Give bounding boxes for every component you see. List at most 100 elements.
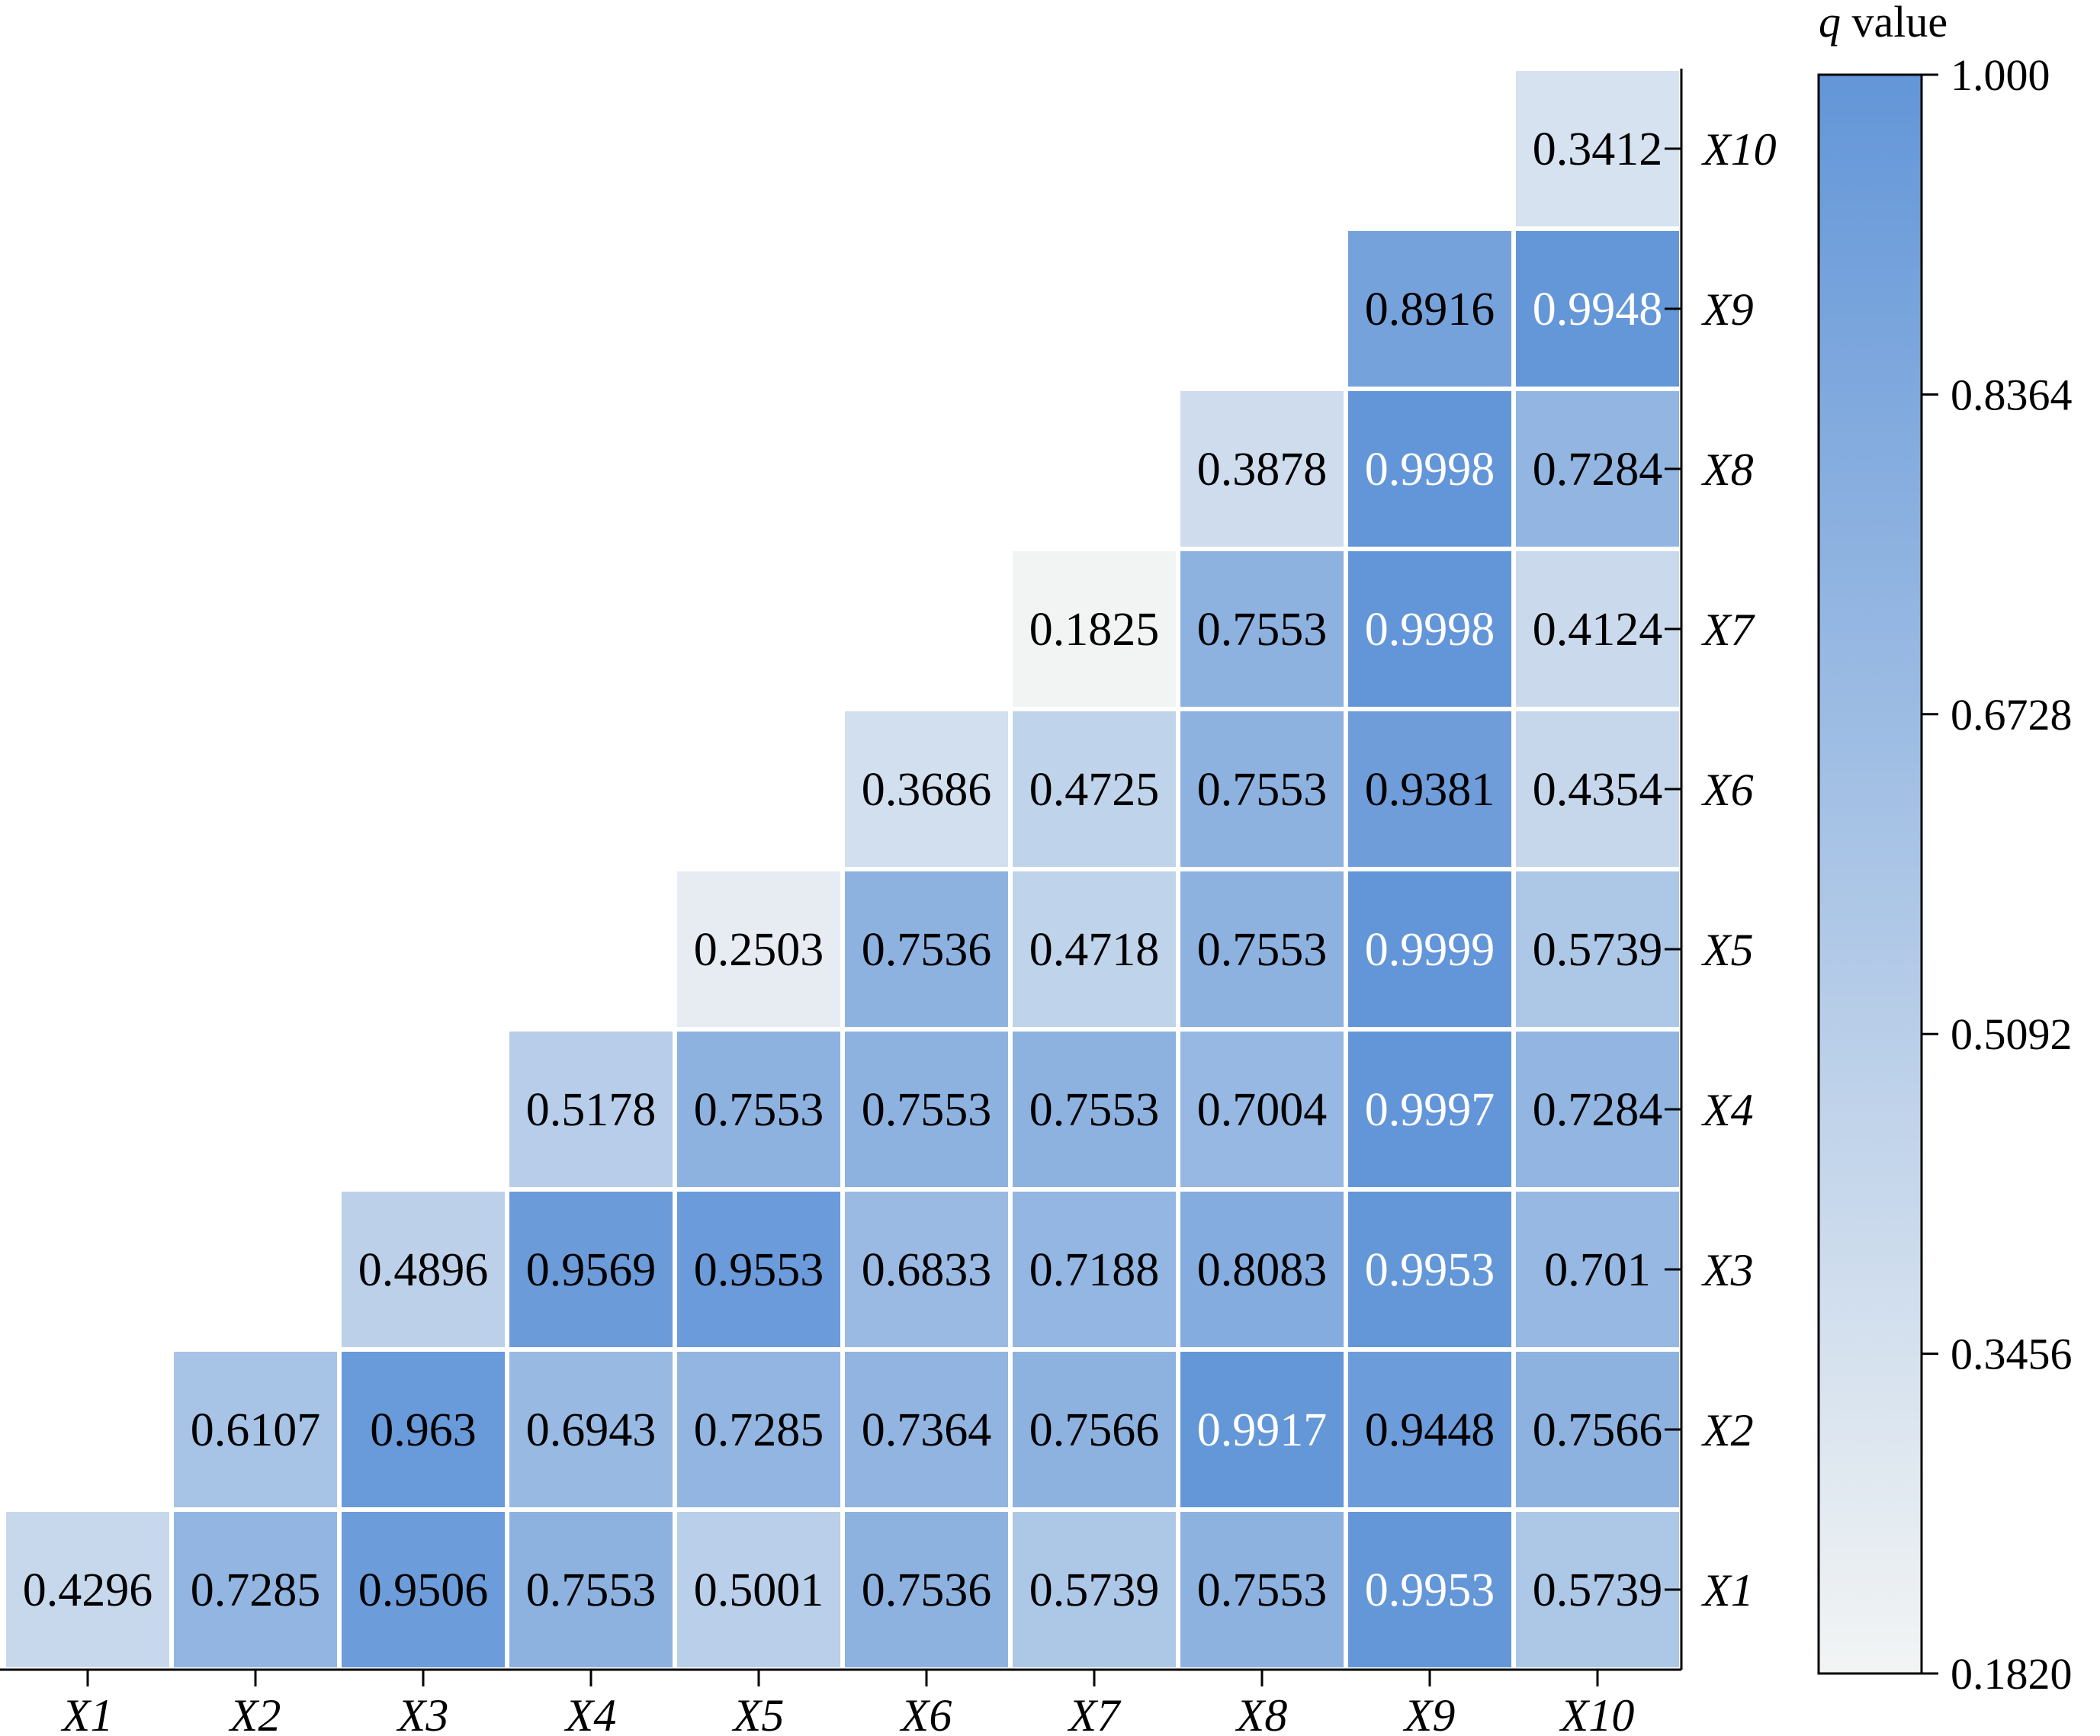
cell-rect [845, 711, 1008, 867]
cell-X9-X5: 0.9999 [1348, 871, 1511, 1027]
cell-rect [1013, 711, 1176, 867]
cell-value: 0.4896 [358, 1244, 489, 1296]
cell-rect [342, 1512, 505, 1667]
cell-X2-X1: 0.7285 [174, 1512, 337, 1667]
cell-rect [845, 1192, 1008, 1347]
cell-rect [509, 1192, 673, 1347]
cell-X6-X1: 0.7536 [845, 1512, 1008, 1667]
cell-X10-X8: 0.7284 [1516, 391, 1679, 547]
cell-value: 0.7536 [862, 924, 992, 976]
cell-rect [1180, 1032, 1344, 1187]
cell-rect [1013, 1352, 1176, 1507]
y-tick-label: X3 [1701, 1245, 1754, 1295]
cell-rect [509, 1032, 673, 1187]
x-tick-label: X9 [1403, 1690, 1456, 1736]
cell-rect [1516, 551, 1679, 707]
cell-X6-X4: 0.7553 [845, 1032, 1008, 1187]
cell-X6-X5: 0.7536 [845, 871, 1008, 1027]
x-tick-label: X5 [732, 1690, 785, 1736]
cell-value: 0.3412 [1533, 124, 1663, 175]
y-tick-label: X8 [1701, 444, 1754, 495]
cell-value: 0.7284 [1533, 1084, 1663, 1136]
y-tick-label: X1 [1701, 1565, 1754, 1616]
cell-rect [1013, 1032, 1176, 1187]
colorbar-tick-label: 1.000 [1951, 50, 2050, 100]
cell-value: 0.7284 [1533, 444, 1663, 496]
cell-rect [1013, 871, 1176, 1027]
cell-value: 0.5178 [526, 1084, 657, 1136]
cell-rect [845, 1352, 1008, 1507]
cell-rect [1013, 551, 1176, 707]
cell-value: 0.7553 [1197, 924, 1328, 976]
cell-rect [174, 1352, 337, 1507]
cell-rect [174, 1512, 337, 1667]
cell-value: 0.7553 [1197, 764, 1328, 816]
cell-rect [1348, 1032, 1511, 1187]
cell-value: 0.3686 [862, 764, 992, 816]
x-tick-label: X2 [229, 1690, 281, 1736]
cell-X8-X2: 0.9917 [1180, 1352, 1344, 1507]
cell-rect [1516, 1512, 1679, 1667]
cell-X4-X1: 0.7553 [509, 1512, 673, 1667]
cell-rect [1516, 1352, 1679, 1507]
cell-rect [677, 1192, 840, 1347]
cell-value: 0.9997 [1365, 1084, 1495, 1136]
y-tick-label: X7 [1701, 605, 1756, 655]
cell-value: 0.9506 [358, 1564, 489, 1616]
cell-X2-X2: 0.6107 [174, 1352, 337, 1507]
cell-value: 0.7285 [191, 1564, 321, 1616]
cell-X8-X1: 0.7553 [1180, 1512, 1344, 1667]
cell-value: 0.4124 [1533, 604, 1663, 656]
cell-X10-X2: 0.7566 [1516, 1352, 1679, 1507]
y-tick-label: X4 [1701, 1085, 1754, 1135]
cell-rect [1516, 711, 1679, 867]
cell-X7-X5: 0.4718 [1013, 871, 1176, 1027]
cell-X4-X3: 0.9569 [509, 1192, 673, 1347]
x-tick-label: X6 [900, 1690, 952, 1736]
cell-rect [1180, 391, 1344, 547]
cell-X7-X3: 0.7188 [1013, 1192, 1176, 1347]
cell-X7-X2: 0.7566 [1013, 1352, 1176, 1507]
cell-X8-X4: 0.7004 [1180, 1032, 1344, 1187]
cell-rect [1348, 551, 1511, 707]
cell-rect [1348, 1192, 1511, 1347]
cell-X9-X1: 0.9953 [1348, 1512, 1511, 1667]
cell-X1-X1: 0.4296 [6, 1512, 169, 1667]
cell-X8-X6: 0.7553 [1180, 711, 1344, 867]
x-tick-label: X4 [564, 1690, 617, 1736]
cell-X10-X4: 0.7284 [1516, 1032, 1679, 1187]
cell-value: 0.7364 [862, 1404, 992, 1456]
cell-rect [1516, 391, 1679, 547]
cell-X5-X2: 0.7285 [677, 1352, 840, 1507]
colorbar-title-var: q [1819, 0, 1841, 47]
cell-rect [1516, 231, 1679, 387]
colorbar-title-rest: value [1841, 0, 1947, 47]
cell-rect [1180, 1192, 1344, 1347]
cell-X9-X8: 0.9998 [1348, 391, 1511, 547]
colorbar-tick-label: 0.6728 [1951, 690, 2073, 740]
cell-value: 0.7553 [862, 1084, 992, 1136]
x-tick-label: X8 [1235, 1690, 1288, 1736]
cell-value: 0.8083 [1197, 1244, 1328, 1296]
cell-value: 0.3878 [1197, 444, 1328, 496]
cell-X10-X7: 0.4124 [1516, 551, 1679, 707]
cell-rect [1348, 1512, 1511, 1667]
y-tick-label: X10 [1701, 124, 1777, 175]
x-tick-label: X3 [397, 1690, 449, 1736]
cell-X10-X6: 0.4354 [1516, 711, 1679, 867]
cell-X6-X3: 0.6833 [845, 1192, 1008, 1347]
cell-X9-X2: 0.9448 [1348, 1352, 1511, 1507]
cell-rect [845, 1032, 1008, 1187]
cell-X7-X4: 0.7553 [1013, 1032, 1176, 1187]
cell-value: 0.9448 [1365, 1404, 1495, 1456]
cell-value: 0.1825 [1029, 604, 1160, 656]
cell-value: 0.7536 [862, 1564, 992, 1616]
cell-value: 0.5739 [1533, 1564, 1663, 1616]
cell-rect [1516, 1032, 1679, 1187]
x-tick-label: X10 [1559, 1690, 1635, 1736]
cell-value: 0.7553 [694, 1084, 824, 1136]
cell-X9-X9: 0.8916 [1348, 231, 1511, 387]
cell-X9-X3: 0.9953 [1348, 1192, 1511, 1347]
cell-value: 0.9948 [1533, 284, 1663, 335]
